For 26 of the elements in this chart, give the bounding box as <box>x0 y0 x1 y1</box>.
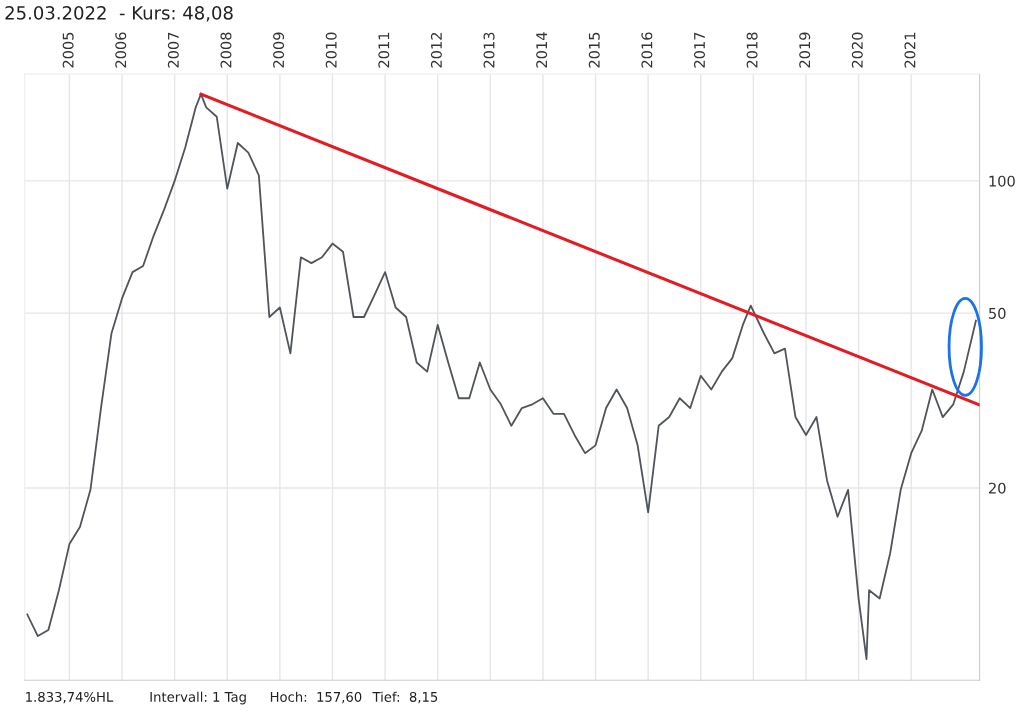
chart-title: 25.03.2022 - Kurs: 48,08 <box>5 6 233 22</box>
x-tick-label: 2009 <box>273 32 285 68</box>
x-tick-label: 2008 <box>220 32 232 68</box>
x-tick-label: 2005 <box>62 32 74 68</box>
x-tick-label: 2015 <box>588 32 600 68</box>
x-tick-label: 2007 <box>167 32 179 68</box>
line-series <box>26 93 977 661</box>
x-tick-label: 2006 <box>115 32 127 68</box>
x-tick-label: 2016 <box>641 32 653 68</box>
x-tick-label: 2021 <box>904 32 916 68</box>
x-tick-label: 2020 <box>851 32 863 68</box>
x-tick-label: 2019 <box>799 32 811 68</box>
text: Intervall: 1 Tag <box>150 691 246 705</box>
x-tick-label: 2011 <box>378 32 390 68</box>
x-tick-label: 2012 <box>430 32 442 68</box>
text: Hoch: 157,60 <box>270 691 362 704</box>
x-tick-label: 2018 <box>746 32 758 68</box>
x-tick-label: 2017 <box>693 32 705 68</box>
x-tick-label: 2013 <box>483 32 495 68</box>
y-tick-label: 50 <box>989 307 1006 319</box>
text: 1.833,74%HL <box>26 691 114 704</box>
y-tick-label: 100 <box>989 175 1015 187</box>
x-tick-label: 2014 <box>536 32 548 68</box>
x-tick-label: 2010 <box>325 32 337 68</box>
text: Tief: 8,15 <box>372 691 438 704</box>
y-tick-label: 20 <box>989 482 1006 494</box>
